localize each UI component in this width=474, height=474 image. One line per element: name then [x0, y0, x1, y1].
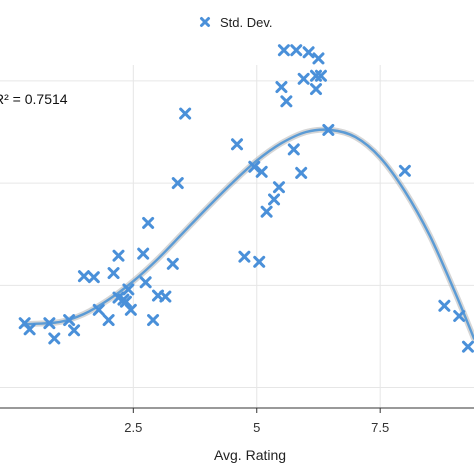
data-point-18: [139, 276, 152, 289]
data-point-6: [77, 270, 90, 283]
data-point-40: [297, 72, 310, 85]
data-point-11: [112, 249, 125, 262]
data-point-49: [453, 310, 466, 322]
data-points: [18, 44, 474, 353]
data-point-45: [314, 69, 327, 82]
data-point-33: [272, 181, 285, 194]
data-point-29: [253, 255, 266, 268]
data-point-32: [268, 193, 281, 206]
data-point-27: [238, 250, 251, 263]
data-point-46: [322, 123, 335, 136]
x-tick-label-2: 7.5: [371, 420, 389, 435]
data-point-19: [142, 216, 155, 229]
x-axis-ticks: 2.5 5 7.5: [124, 408, 389, 435]
x-tick-label-0: 2.5: [124, 420, 142, 435]
data-point-1: [23, 323, 36, 336]
legend-label: Std. Dev.: [220, 15, 273, 30]
data-point-48: [438, 299, 451, 312]
data-point-41: [302, 46, 315, 59]
data-point-24: [171, 177, 184, 190]
fit-curve-group: [23, 128, 474, 340]
data-point-9: [102, 314, 115, 327]
data-point-22: [159, 290, 172, 303]
data-point-39: [295, 166, 308, 179]
legend: Std. Dev.: [200, 15, 273, 30]
data-point-31: [260, 205, 273, 218]
data-point-38: [290, 44, 303, 57]
data-point-3: [48, 332, 61, 345]
data-point-44: [312, 52, 325, 65]
data-point-36: [280, 95, 293, 108]
x-tick-label-1: 5: [253, 420, 260, 435]
data-point-2: [43, 317, 56, 330]
data-point-50: [462, 340, 474, 353]
data-point-26: [231, 138, 243, 151]
data-point-15: [122, 283, 135, 296]
data-point-25: [179, 107, 192, 120]
data-point-10: [107, 267, 120, 280]
legend-marker-x-icon: [200, 17, 210, 27]
data-point-5: [68, 324, 81, 337]
grid-lines: [0, 65, 474, 408]
data-point-14: [119, 295, 132, 308]
data-point-20: [147, 314, 160, 327]
data-point-37: [287, 143, 300, 156]
legend-x-marker: [200, 17, 210, 27]
data-point-7: [87, 271, 100, 284]
data-point-34: [275, 81, 288, 94]
r-squared-annotation: R² = 0.7514: [0, 91, 68, 107]
data-point-17: [137, 247, 150, 260]
fit-curve: [23, 128, 474, 340]
data-point-16: [124, 303, 137, 316]
data-point-28: [248, 160, 261, 173]
data-point-23: [166, 257, 179, 270]
data-point-30: [255, 165, 268, 178]
data-point-35: [277, 44, 290, 57]
x-axis-title: Avg. Rating: [214, 447, 286, 463]
data-point-8: [92, 303, 105, 316]
data-point-43: [310, 83, 322, 96]
data-point-47: [398, 164, 411, 177]
data-point-4: [63, 314, 76, 327]
